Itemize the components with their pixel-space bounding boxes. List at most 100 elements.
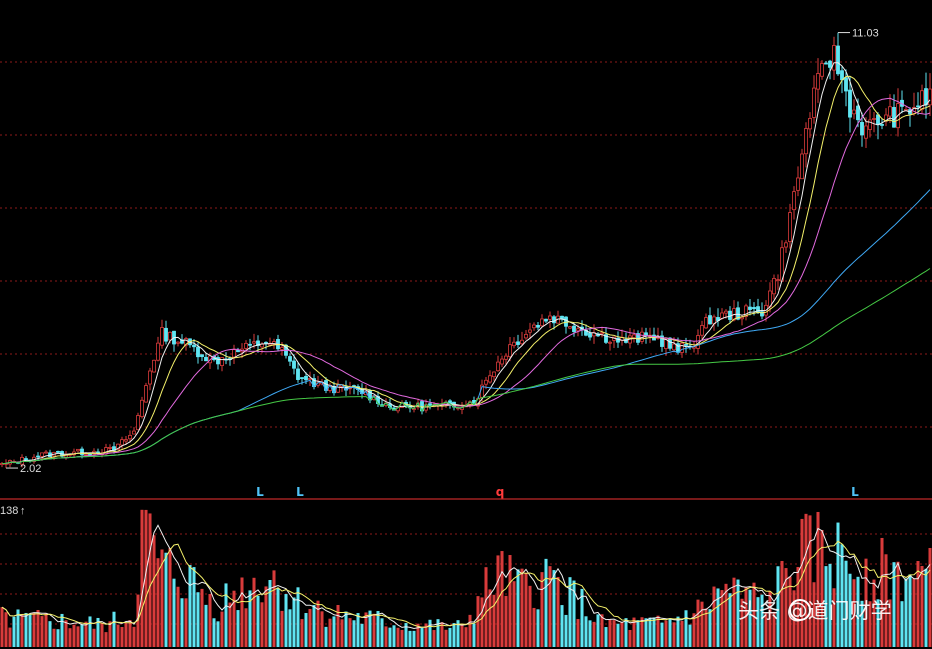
candle-body xyxy=(220,357,224,367)
candle-body xyxy=(680,342,684,353)
candle-body xyxy=(512,341,516,347)
volume-bar xyxy=(308,608,312,647)
candle-body xyxy=(816,73,820,90)
volume-label: 138 xyxy=(0,505,18,517)
volume-bar xyxy=(748,589,752,647)
volume-bar xyxy=(152,535,156,647)
low-price-label: 2.02 xyxy=(20,463,41,475)
candle-body xyxy=(624,338,628,343)
candle-body xyxy=(928,88,932,106)
volume-bar xyxy=(348,618,352,647)
volume-bar xyxy=(360,623,364,647)
volume-bar xyxy=(816,511,820,647)
candle-body xyxy=(916,105,920,108)
volume-bar xyxy=(52,628,56,647)
candle-body xyxy=(152,359,156,373)
candle-body xyxy=(184,338,188,346)
candle-body xyxy=(660,335,664,347)
candle-body xyxy=(280,347,284,350)
volume-bar xyxy=(472,623,476,647)
volume-bar xyxy=(140,509,144,647)
candle-body xyxy=(864,125,868,139)
candle-body xyxy=(752,307,756,310)
volume-bar xyxy=(832,588,836,647)
volume-bar xyxy=(784,568,788,647)
volume-bar xyxy=(892,562,896,647)
volume-bar xyxy=(668,618,672,647)
candle-body xyxy=(604,334,608,343)
volume-bar xyxy=(880,537,884,647)
signal-marker: q xyxy=(496,485,505,499)
candle-body xyxy=(872,118,876,120)
volume-bar xyxy=(872,579,876,647)
volume-bar xyxy=(712,586,716,647)
volume-bar xyxy=(924,568,928,647)
volume-bar xyxy=(736,579,740,647)
volume-bar xyxy=(372,613,376,647)
volume-bar xyxy=(836,522,840,647)
volume-bar xyxy=(404,623,408,647)
volume-bar xyxy=(760,594,764,647)
volume-bar xyxy=(48,621,52,647)
candle-body xyxy=(36,455,40,458)
volume-bar xyxy=(20,613,24,647)
volume-bar xyxy=(676,616,680,647)
volume-bar xyxy=(560,605,564,647)
volume-bar xyxy=(904,578,908,647)
volume-ma-lines xyxy=(1,524,931,630)
volume-bar xyxy=(616,623,620,647)
volume-bar xyxy=(340,619,344,647)
volume-bar xyxy=(540,572,544,647)
volume-bar xyxy=(908,574,912,647)
volume-bar xyxy=(120,627,124,647)
volume-bar xyxy=(16,609,20,647)
volume-bar xyxy=(484,567,488,647)
candle-body xyxy=(856,105,860,121)
candle-body xyxy=(536,324,540,328)
volume-bar xyxy=(776,566,780,647)
volume-bar xyxy=(796,566,800,647)
volume-bar xyxy=(244,608,248,647)
volume-bar xyxy=(520,568,524,647)
volume-bar xyxy=(320,611,324,647)
volume-bar xyxy=(184,598,188,647)
volume-bar xyxy=(764,612,768,647)
volume-bar xyxy=(704,608,708,647)
volume-bar xyxy=(456,620,460,647)
volume-bar xyxy=(92,628,96,647)
watermark: 头条 @道门财学 xyxy=(738,599,892,623)
volume-bar xyxy=(0,607,4,647)
volume-bar xyxy=(600,614,604,647)
volume-bar xyxy=(912,578,916,647)
volume-bar xyxy=(768,591,772,647)
moving-average-lines xyxy=(1,62,931,464)
volume-bar xyxy=(876,599,880,647)
volume-bar xyxy=(284,594,288,647)
candle-body xyxy=(24,458,28,461)
volume-bar xyxy=(8,627,12,647)
volume-bar xyxy=(68,628,72,647)
volume-bar xyxy=(352,620,356,647)
volume-bar xyxy=(488,589,492,647)
volume-bar xyxy=(800,518,804,647)
volume-bar xyxy=(720,590,724,647)
volume-bar xyxy=(228,602,232,647)
volume-bar xyxy=(60,613,64,647)
volume-bar xyxy=(32,612,36,647)
candle-body xyxy=(248,343,252,346)
volume-bar xyxy=(124,622,128,647)
volume-bar xyxy=(304,613,308,647)
volume-bar xyxy=(852,579,856,647)
candle-body xyxy=(572,325,576,333)
volume-bar xyxy=(392,625,396,647)
volume-bar xyxy=(636,620,640,647)
volume-ma10-line xyxy=(1,540,931,628)
candle-body xyxy=(108,447,112,449)
volume-bar xyxy=(536,609,540,647)
candle-body xyxy=(876,114,880,126)
volume-bar xyxy=(688,624,692,647)
candle-body xyxy=(492,371,496,378)
volume-bar xyxy=(884,554,888,647)
